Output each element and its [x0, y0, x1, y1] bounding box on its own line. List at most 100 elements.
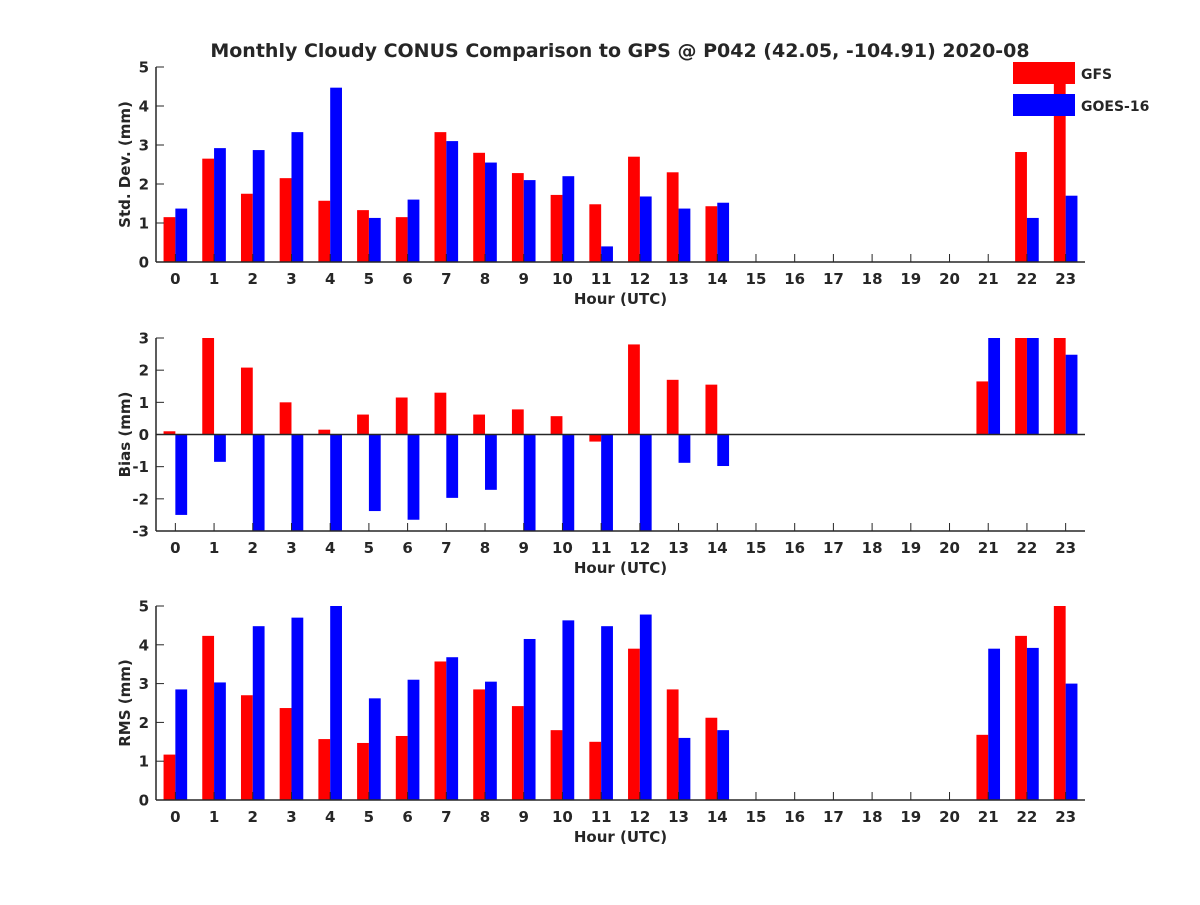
- x-tick-label: 4: [325, 270, 335, 288]
- bar-gfs-7: [434, 392, 447, 435]
- x-tick-label: 18: [862, 270, 883, 288]
- x-tick-label: 19: [900, 539, 921, 557]
- x-tick-label: 12: [629, 270, 650, 288]
- bar-goes-16-5: [368, 698, 381, 800]
- bar-gfs-12: [628, 648, 640, 800]
- bar-goes-16-7: [446, 657, 459, 800]
- x-tick-label: 9: [519, 539, 529, 557]
- x-tick-label: 4: [325, 539, 335, 557]
- bar-goes-16-4: [330, 87, 342, 262]
- bar-gfs-8: [473, 414, 486, 435]
- y-tick-label: 5: [139, 59, 149, 77]
- bar-gfs-0: [163, 217, 176, 262]
- bar-gfs-6: [395, 217, 408, 262]
- legend-label: GOES-16: [1081, 99, 1149, 115]
- x-tick-label: 5: [364, 270, 374, 288]
- y-tick-label: 1: [139, 753, 149, 771]
- x-tick-label: 3: [286, 808, 296, 826]
- bar-goes-16-6: [407, 434, 420, 520]
- bar-goes-16-1: [214, 148, 226, 262]
- y-tick-label: 3: [139, 137, 149, 155]
- bar-goes-16-4: [330, 606, 342, 800]
- bar-gfs-14: [705, 717, 718, 800]
- bar-gfs-21: [976, 734, 989, 800]
- x-tick-label: 14: [707, 270, 728, 288]
- bar-goes-16-21: [988, 338, 1001, 435]
- legend-swatch-gfs: [1013, 62, 1075, 84]
- x-tick-label: 12: [629, 539, 650, 557]
- bar-gfs-7: [434, 132, 447, 262]
- bar-goes-16-23: [1065, 354, 1078, 435]
- bar-goes-16-14: [717, 434, 730, 467]
- bar-gfs-3: [279, 402, 292, 435]
- bar-gfs-7: [434, 661, 447, 800]
- bar-gfs-23: [1053, 67, 1066, 262]
- x-tick-label: 7: [441, 270, 451, 288]
- x-tick-label: 17: [823, 270, 844, 288]
- y-axis-label: Std. Dev. (mm): [116, 101, 134, 228]
- x-tick-label: 19: [900, 808, 921, 826]
- x-tick-label: 6: [402, 270, 412, 288]
- y-tick-label: 0: [139, 254, 149, 272]
- x-tick-label: 20: [939, 270, 960, 288]
- bar-goes-16-2: [252, 150, 265, 262]
- y-axis-label: RMS (mm): [116, 659, 134, 746]
- x-tick-label: 9: [519, 808, 529, 826]
- x-tick-label: 21: [978, 270, 999, 288]
- bar-gfs-21: [976, 381, 989, 435]
- bar-gfs-22: [1015, 338, 1027, 435]
- bar-gfs-4: [318, 429, 331, 435]
- bar-goes-16-22: [1026, 647, 1039, 800]
- bar-goes-16-10: [562, 176, 575, 262]
- bar-goes-16-1: [214, 682, 226, 800]
- bar-gfs-11: [589, 434, 602, 442]
- bar-gfs-14: [705, 206, 718, 262]
- y-tick-label: 3: [139, 330, 149, 348]
- bar-gfs-2: [240, 367, 253, 435]
- x-tick-label: 22: [1017, 539, 1038, 557]
- x-tick-label: 5: [364, 808, 374, 826]
- y-tick-label: 0: [139, 792, 149, 810]
- bar-goes-16-9: [523, 434, 536, 531]
- x-tick-label: 16: [784, 539, 805, 557]
- bar-goes-16-12: [639, 196, 652, 262]
- x-axis-label: Hour (UTC): [574, 290, 667, 308]
- y-axis-label: Bias (mm): [116, 392, 134, 478]
- bar-gfs-23: [1053, 606, 1066, 800]
- bar-gfs-13: [666, 379, 679, 435]
- bar-goes-16-11: [601, 434, 613, 531]
- bar-goes-16-6: [407, 679, 420, 800]
- x-tick-label: 6: [402, 539, 412, 557]
- bar-gfs-11: [589, 204, 602, 262]
- x-tick-label: 23: [1055, 808, 1076, 826]
- x-tick-label: 22: [1017, 270, 1038, 288]
- bar-gfs-5: [357, 742, 369, 800]
- bar-gfs-9: [511, 173, 524, 262]
- bar-gfs-1: [202, 338, 215, 435]
- x-tick-label: 19: [900, 270, 921, 288]
- x-tick-label: 22: [1017, 808, 1038, 826]
- x-tick-label: 0: [170, 270, 180, 288]
- bar-gfs-9: [511, 409, 524, 435]
- y-tick-label: 4: [139, 636, 149, 654]
- bar-goes-16-0: [175, 689, 188, 800]
- x-tick-label: 10: [552, 539, 573, 557]
- bar-goes-16-21: [988, 648, 1001, 800]
- bar-goes-16-3: [291, 617, 304, 800]
- bar-goes-16-1: [214, 434, 226, 462]
- bar-gfs-22: [1015, 635, 1027, 800]
- bar-goes-16-7: [446, 141, 459, 262]
- bar-goes-16-13: [678, 434, 691, 463]
- x-tick-label: 21: [978, 808, 999, 826]
- bar-goes-16-11: [601, 626, 613, 800]
- y-tick-label: 2: [139, 714, 149, 732]
- x-tick-label: 4: [325, 808, 335, 826]
- x-tick-label: 6: [402, 808, 412, 826]
- x-tick-label: 14: [707, 808, 728, 826]
- bar-goes-16-13: [678, 737, 691, 800]
- x-tick-label: 15: [746, 270, 767, 288]
- x-tick-label: 12: [629, 808, 650, 826]
